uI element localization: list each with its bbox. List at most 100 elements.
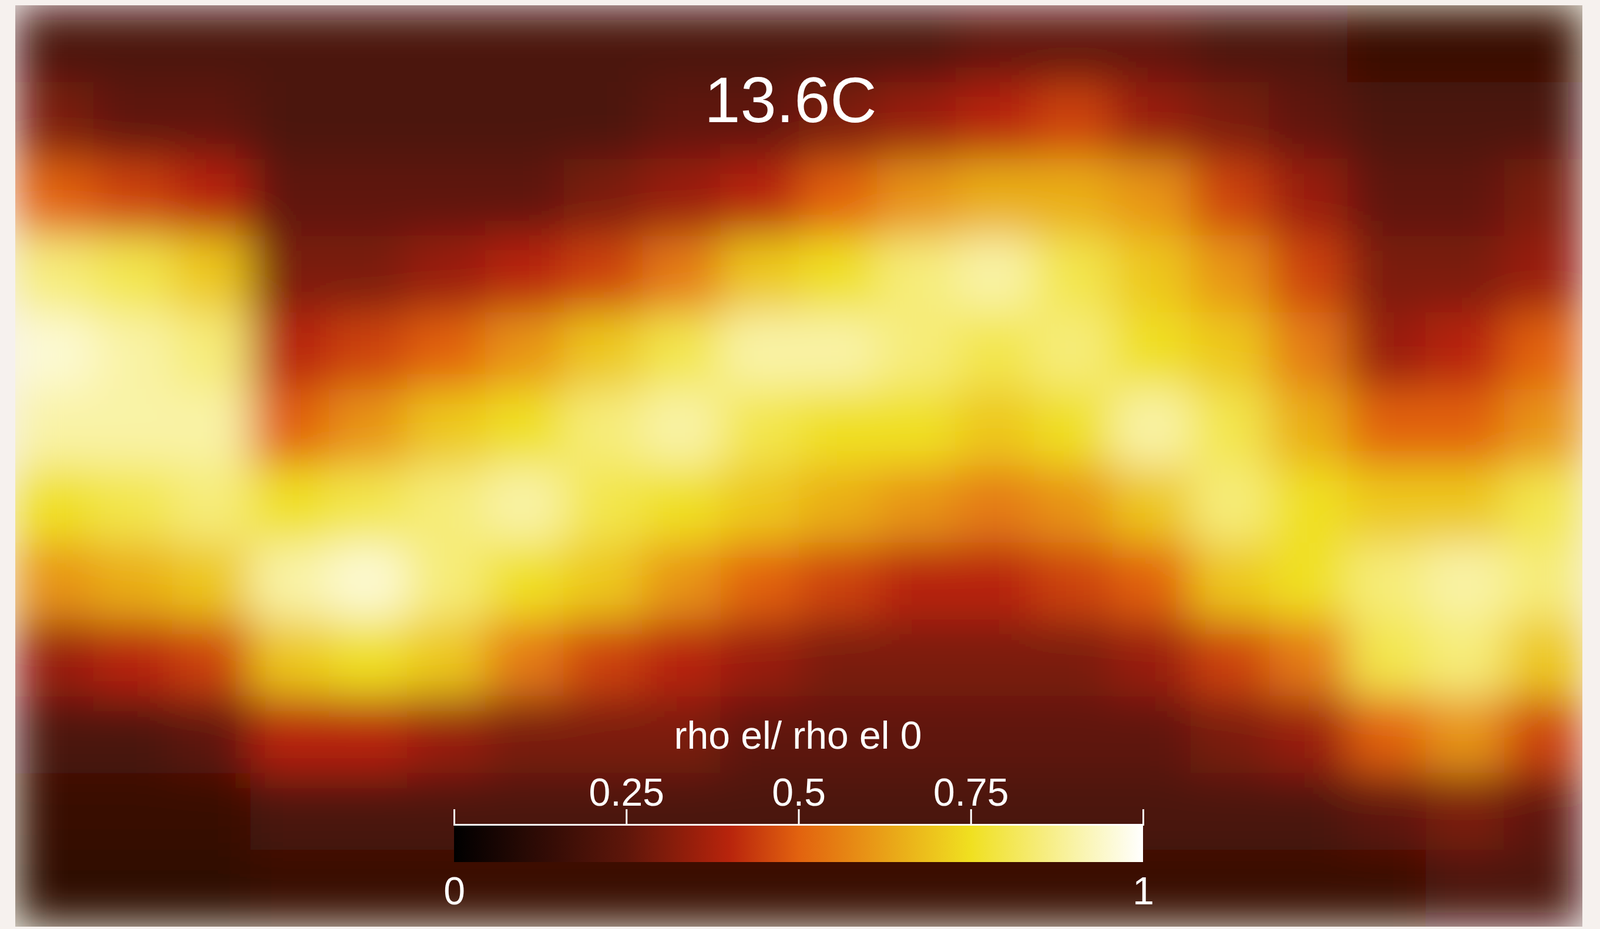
cell [328,542,408,621]
cell [1504,849,1583,927]
cell [641,312,721,391]
cell [1190,235,1270,314]
cell [172,5,251,83]
cell [563,466,643,544]
cell [1425,5,1505,83]
cell [93,466,173,544]
cell [1190,82,1270,160]
cell [15,619,94,698]
cell [328,235,408,314]
cell [876,619,956,698]
cell [1347,159,1427,237]
cell [485,159,564,237]
cell [955,389,1035,467]
cell [172,849,251,927]
cell [1347,235,1427,314]
cell [1033,466,1113,544]
cell [485,389,564,467]
cell [1112,389,1192,467]
cell [15,773,94,852]
cell [563,235,643,314]
cell [328,619,408,698]
cell [328,159,408,237]
cell [955,466,1035,544]
cell [1425,696,1505,775]
cell [955,542,1035,621]
cell [641,159,721,237]
cell [485,312,564,391]
cell [1347,466,1427,544]
cell [407,389,486,467]
cell [407,82,486,160]
cell [328,389,408,467]
cell [1268,312,1348,391]
cell [172,159,251,237]
cell [798,312,878,391]
cell [720,619,800,698]
cell [172,312,251,391]
cell [407,696,486,775]
cell [876,235,956,314]
cell [563,619,643,698]
cell [798,159,878,237]
cell [172,466,251,544]
cell [15,159,94,237]
cell [93,696,173,775]
cell [407,159,486,237]
tick: 0 [443,809,466,913]
tick: 0.75 [933,770,1009,825]
cell [1347,389,1427,467]
cell [1425,466,1505,544]
cell [1504,159,1583,237]
cell [328,5,408,83]
chart: 13.6Crho el/ rho el 000.250.50.751 [0,0,1600,929]
cell [1112,466,1192,544]
cell [1190,5,1270,83]
cell [876,389,956,467]
cell [1504,619,1583,698]
cell [1033,619,1113,698]
cell [93,235,173,314]
cell [1033,5,1113,83]
cell [93,849,173,927]
cell [1112,696,1192,775]
cell [485,696,564,775]
cell [641,235,721,314]
cell [93,312,173,391]
cell [955,5,1035,83]
cell [1504,542,1583,621]
cell [798,466,878,544]
cell [798,542,878,621]
tick-label: 0 [443,869,466,913]
cell [250,773,329,852]
cell [250,389,329,467]
cell [641,542,721,621]
cell [1504,312,1583,391]
cell [1268,5,1348,83]
cell [563,312,643,391]
cell [1190,696,1270,775]
cell [1268,82,1348,160]
cell [720,235,800,314]
cell [1033,389,1113,467]
cell [1268,235,1348,314]
cell [1504,5,1583,83]
cell [328,82,408,160]
cell [250,5,329,83]
cell [955,82,1035,160]
cell [1268,159,1348,237]
cell [1425,619,1505,698]
cell [1347,696,1427,775]
cell [172,619,251,698]
tick-label: 0.25 [589,770,665,815]
cell [798,235,878,314]
cell [15,235,94,314]
cell [563,696,643,775]
cell [407,542,486,621]
cell [407,312,486,391]
cell [407,466,486,544]
cell [250,696,329,775]
cell [641,619,721,698]
cell [172,696,251,775]
cell [1347,5,1427,83]
